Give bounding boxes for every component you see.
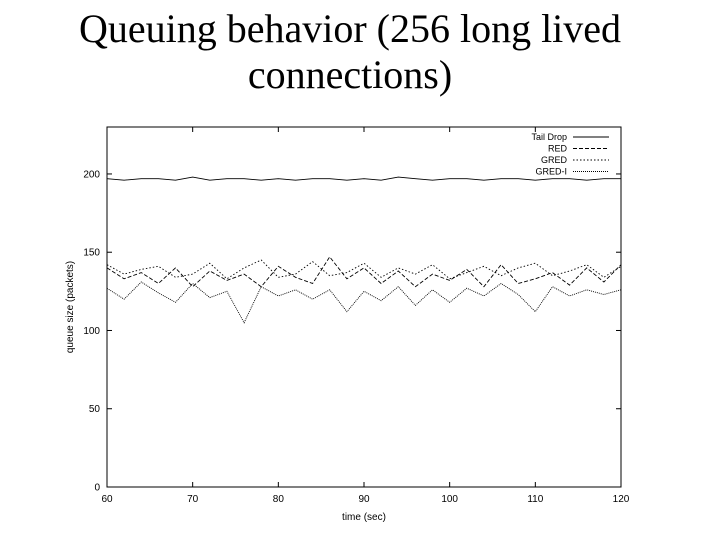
series-line-gred-i [106, 281, 622, 324]
y-tick-label: 0 [94, 483, 100, 494]
legend-label-gred: GRED [541, 155, 568, 165]
x-tick-label: 120 [613, 494, 630, 505]
y-axis-label: queue size (packets) [65, 261, 76, 353]
series-line-tail-drop [106, 176, 621, 181]
y-tick-label: 50 [89, 404, 101, 415]
legend-label-tail-drop: Tail Drop [531, 132, 567, 142]
series-line-red [106, 256, 622, 288]
slide-title: Queuing behavior (256 long lived connect… [0, 6, 700, 98]
x-tick-label: 90 [358, 494, 370, 505]
y-tick-label: 100 [83, 326, 100, 337]
slide-title-line-1: Queuing behavior (256 long lived [78, 6, 622, 51]
x-tick-label: 100 [441, 494, 458, 505]
y-tick-label: 150 [83, 248, 100, 259]
legend-label-gred-i: GRED-I [536, 167, 568, 177]
y-tick-label: 200 [83, 169, 100, 180]
legend-label-red: RED [548, 144, 568, 154]
plot-frame [106, 126, 622, 488]
x-axis-label: time (sec) [342, 512, 386, 523]
x-tick-label: 110 [527, 494, 543, 505]
x-tick-label: 80 [273, 494, 285, 505]
x-tick-label: 60 [101, 494, 113, 505]
slide-title-line-2: connections) [247, 52, 453, 97]
x-tick-label: 70 [187, 494, 199, 505]
